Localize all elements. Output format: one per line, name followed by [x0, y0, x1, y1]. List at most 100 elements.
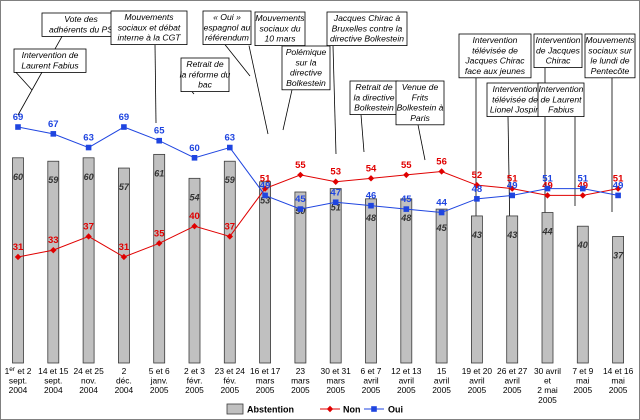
non-line	[17, 170, 619, 258]
x-tick-label: mars	[256, 376, 275, 386]
annotation-text: interne à la CGT	[117, 33, 181, 43]
x-tick-label: 2004	[9, 385, 28, 395]
legend-marker-non	[326, 405, 334, 413]
annotation-box	[202, 10, 252, 45]
annotation-text: Laurent Fabius	[21, 60, 79, 70]
x-tick-label: janv.	[150, 376, 168, 386]
x-tick-label: avril	[434, 376, 449, 386]
abstention-value-label: 61	[154, 168, 164, 178]
annotation-text: télévisée de	[492, 94, 538, 104]
x-tick-label: 2005	[609, 385, 628, 395]
abstention-bar	[470, 215, 483, 364]
non-value-label: 33	[48, 235, 59, 246]
annotation-text: sociaux du	[259, 23, 300, 33]
abstention-bar	[82, 157, 95, 364]
x-tick-label: avril	[363, 376, 378, 386]
annotation-text: Vote des	[64, 14, 98, 24]
oui-value-label: 63	[225, 133, 236, 144]
x-tick-label: 30 avril	[534, 366, 561, 376]
non-marker	[261, 185, 269, 192]
abstention-value-label: 59	[225, 175, 235, 185]
annotation-box	[584, 33, 636, 79]
oui-marker	[509, 192, 515, 199]
non-value-label: 55	[295, 160, 306, 171]
x-tick-label: déc.	[116, 376, 132, 386]
annotation-text: Fabius	[548, 105, 574, 115]
abstention-bar	[576, 225, 589, 364]
non-marker	[473, 181, 481, 189]
x-tick-label: 2005	[291, 385, 310, 395]
x-tick-label: fév.	[223, 376, 236, 386]
oui-value-label: 49	[260, 180, 271, 191]
oui-value-label: 45	[295, 194, 306, 205]
non-marker	[226, 233, 233, 240]
oui-value-label: 69	[13, 112, 24, 123]
x-tick-label: 2005	[220, 385, 239, 395]
abstention-value-label: 60	[13, 172, 23, 182]
annotation-box	[349, 80, 399, 115]
annotation-text: Polémique	[286, 47, 327, 57]
annotation-text: Mouvements	[585, 35, 635, 45]
annotation-leader-line	[224, 44, 251, 77]
annotation-box	[110, 10, 188, 45]
abstention-bar	[400, 198, 413, 364]
series-lines: 3133373135403751555354555652514949516967…	[13, 112, 624, 261]
annotation-text: le lundi de	[590, 56, 629, 66]
non-marker	[191, 223, 198, 230]
oui-value-label: 63	[83, 133, 94, 144]
annotation-text: espagnol au	[204, 22, 251, 32]
abstention-value-label: 40	[577, 240, 588, 250]
annotation-leader-line	[282, 89, 293, 131]
x-tick-label: 15	[437, 366, 447, 376]
non-value-label: 52	[472, 170, 483, 181]
non-value-label: 51	[507, 174, 518, 185]
annotation-text: Bolkestein	[286, 78, 326, 88]
x-tick-label: 6 et 7	[361, 366, 382, 376]
annotation-text: directive Bolkestein	[330, 34, 404, 44]
oui-value-label: 48	[472, 184, 483, 195]
legend-label-abstention: Abstention	[247, 405, 294, 415]
x-tick-label: 2005	[362, 385, 381, 395]
x-tick-label: févr.	[187, 376, 203, 386]
annotation-text: Venue de	[402, 82, 439, 92]
abstention-value-label: 48	[365, 213, 376, 223]
annotation-text: bac	[198, 80, 213, 90]
x-tick-label: 2005	[185, 385, 204, 395]
non-marker	[50, 246, 57, 254]
abstention-bar	[118, 167, 130, 364]
legend-swatch-abstention	[226, 403, 244, 415]
annotation-text: 10 mars	[264, 34, 296, 44]
annotation-leader-line	[360, 114, 365, 153]
annotation-text: Intervention	[493, 84, 538, 94]
x-tick-label: 2005	[397, 385, 416, 395]
non-marker	[544, 192, 551, 199]
x-tick-label: 26 et 27	[497, 366, 528, 376]
annotation-text: Bruxelles contre la	[332, 23, 403, 33]
non-value-label: 31	[13, 242, 24, 253]
oui-value-label: 67	[48, 119, 59, 130]
abstention-bar	[153, 153, 166, 364]
annotation-text: Bolkestein à	[397, 103, 444, 113]
abstention-value-label: 57	[119, 182, 130, 192]
oui-marker	[297, 206, 304, 212]
x-tick-label: 2005	[326, 385, 345, 395]
abstention-value-label: 43	[471, 230, 482, 240]
x-tick-label: avril	[469, 376, 484, 386]
non-value-label: 37	[225, 221, 236, 232]
legend-marker-oui	[371, 406, 377, 412]
abstention-bar	[188, 177, 201, 364]
oui-marker	[368, 202, 374, 209]
oui-marker	[227, 144, 233, 151]
legend-label-non: Non	[343, 405, 361, 415]
annotation-text: Jacques Chirac	[464, 56, 525, 66]
oui-marker	[332, 199, 339, 206]
oui-value-label: 51	[542, 174, 553, 185]
annotation-leader-line	[154, 44, 157, 124]
x-tick-label-part: 1	[5, 366, 10, 376]
abstention-value-label: 37	[613, 250, 624, 260]
x-tick-label: 12 et 13	[391, 366, 422, 376]
annotation-text: la réforme du	[180, 69, 231, 79]
non-marker	[14, 253, 22, 261]
x-tick-label: 2004	[79, 385, 98, 395]
